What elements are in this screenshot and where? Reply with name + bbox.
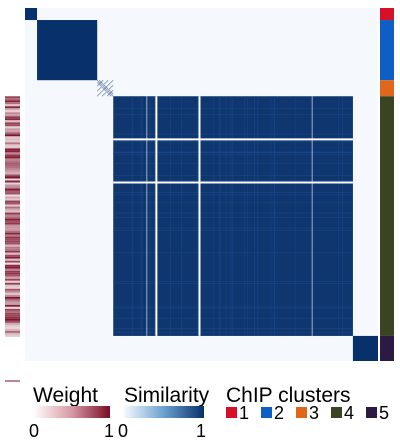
heatmap-texture <box>113 96 353 336</box>
weight-bar <box>5 96 20 382</box>
heatmap-block-cluster-2 <box>37 20 98 81</box>
cluster-key-5 <box>366 407 377 418</box>
cluster-bar-segment-5 <box>380 335 394 361</box>
cluster-key-3 <box>296 407 307 418</box>
weight-legend-title: Weight <box>33 384 98 407</box>
weight-max-label: 1 <box>104 421 114 440</box>
cluster-key-label-3: 3 <box>309 403 319 423</box>
cluster-key-1 <box>226 407 237 418</box>
similarity-max-label: 1 <box>196 421 206 440</box>
weight-min-label: 0 <box>29 421 39 440</box>
cluster-key-label-1: 1 <box>239 403 249 423</box>
heatmap-block-cluster-3 <box>97 80 114 97</box>
cluster-bar-segment-3 <box>380 80 394 97</box>
weight-bar-tail <box>5 380 20 382</box>
cluster-key-label-5: 5 <box>379 403 389 423</box>
similarity-gradient <box>124 406 204 418</box>
similarity-min-label: 0 <box>118 421 128 440</box>
weight-gradient <box>33 406 110 418</box>
cluster-bar-segment-2 <box>380 20 394 81</box>
cluster-legend-title: ChIP clusters <box>226 384 351 407</box>
cluster-bar-segment-1 <box>380 8 394 21</box>
cluster-legend-keys: 1 2 3 4 5 <box>226 403 389 423</box>
cluster-key-4 <box>331 407 342 418</box>
cluster-key-label-4: 4 <box>344 403 354 423</box>
heatmap <box>25 8 378 361</box>
cluster-bar-segment-4 <box>380 96 394 336</box>
cluster-key-2 <box>261 407 272 418</box>
heatmap-block-cluster-5 <box>352 335 378 361</box>
cluster-key-label-2: 2 <box>274 403 284 423</box>
cluster-bar <box>380 8 394 361</box>
heatmap-block-cluster-1 <box>25 8 38 21</box>
similarity-legend-title: Similarity <box>124 384 210 407</box>
legend: Weight 0 1 Similarity 0 1 ChIP clusters … <box>29 384 389 440</box>
